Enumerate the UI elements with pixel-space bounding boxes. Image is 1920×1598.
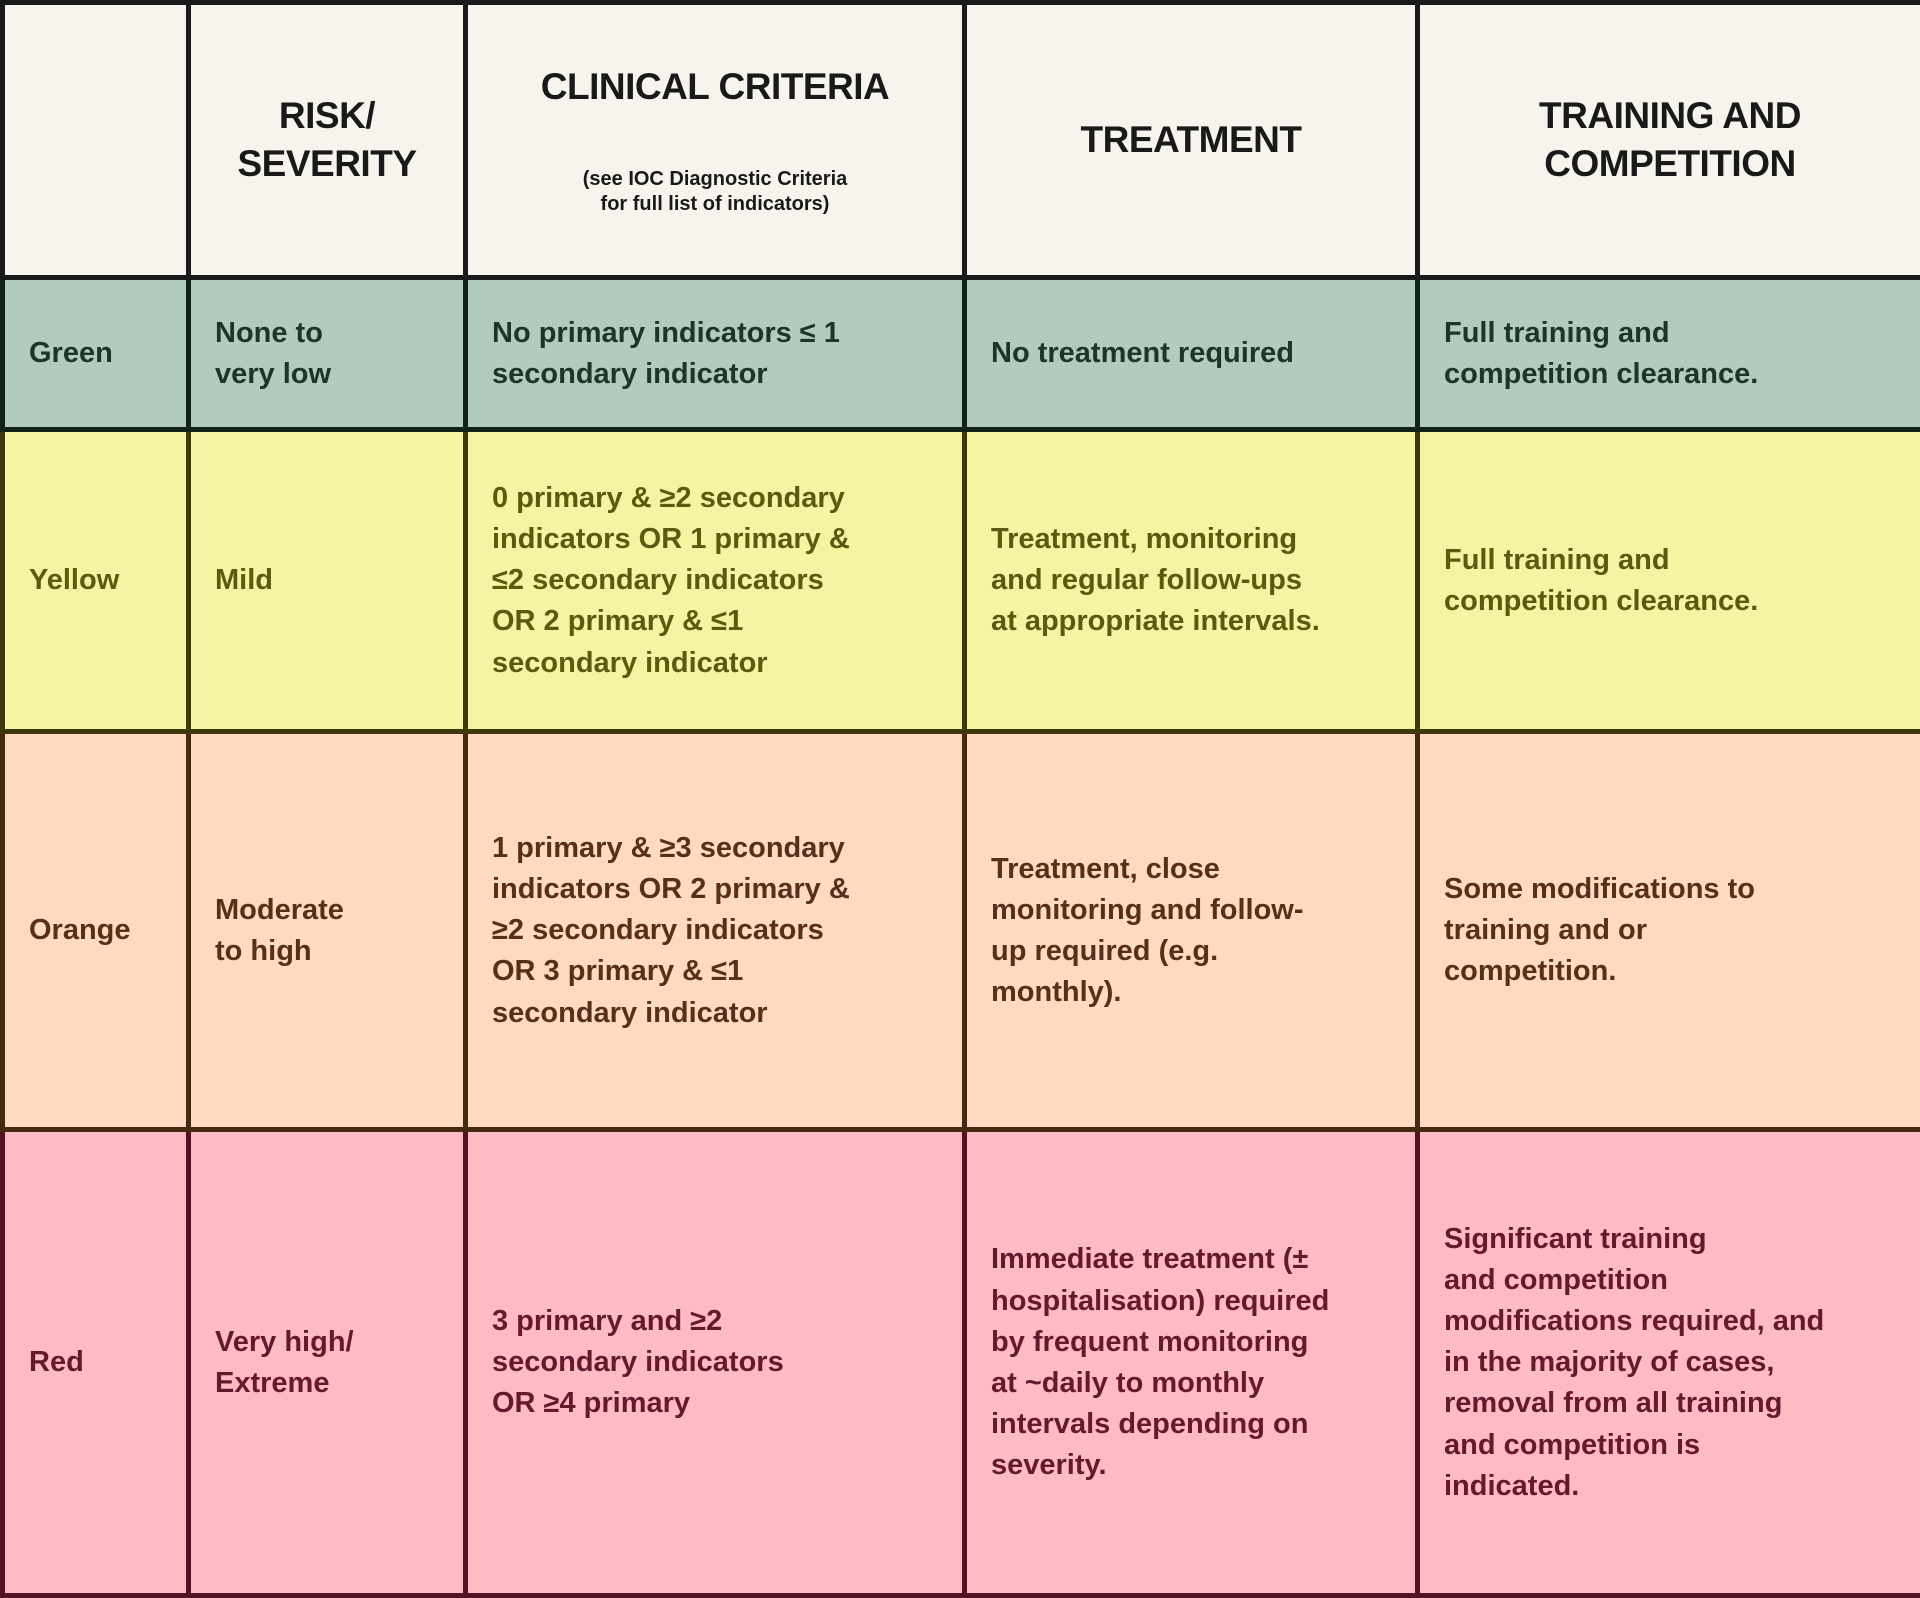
row-green-treatment: No treatment required — [965, 278, 1418, 430]
row-orange-training: Some modifications to training and or co… — [1418, 732, 1920, 1130]
row-yellow-criteria: 0 primary & ≥2 secondary indicators OR 1… — [466, 430, 965, 732]
header-treatment: TREATMENT — [965, 3, 1418, 278]
row-red-risk: Very high/ Extreme — [189, 1130, 466, 1596]
row-yellow-risk: Mild — [189, 430, 466, 732]
row-yellow: Yellow Mild 0 primary & ≥2 secondary ind… — [3, 430, 1920, 732]
row-green-criteria: No primary indicators ≤ 1 secondary indi… — [466, 278, 965, 430]
row-green-risk: None to very low — [189, 278, 466, 430]
row-yellow-level: Yellow — [3, 430, 189, 732]
row-orange-risk: Moderate to high — [189, 732, 466, 1130]
row-orange: Orange Moderate to high 1 primary & ≥3 s… — [3, 732, 1920, 1130]
row-green: Green None to very low No primary indica… — [3, 278, 1920, 430]
row-red-treatment: Immediate treatment (± hospitalisation) … — [965, 1130, 1418, 1596]
row-red-criteria: 3 primary and ≥2 secondary indicators OR… — [466, 1130, 965, 1596]
row-green-level: Green — [3, 278, 189, 430]
corner-cell — [3, 3, 189, 278]
row-orange-criteria: 1 primary & ≥3 secondary indicators OR 2… — [466, 732, 965, 1130]
row-orange-treatment: Treatment, close monitoring and follow- … — [965, 732, 1418, 1130]
row-yellow-treatment: Treatment, monitoring and regular follow… — [965, 430, 1418, 732]
row-red-training: Significant training and competition mod… — [1418, 1130, 1920, 1596]
header-training-competition: TRAINING AND COMPETITION — [1418, 3, 1920, 278]
header-clinical-criteria-title: CLINICAL CRITERIA — [482, 63, 948, 111]
header-clinical-criteria: CLINICAL CRITERIA (see IOC Diagnostic Cr… — [466, 3, 965, 278]
header-clinical-criteria-note: (see IOC Diagnostic Criteria for full li… — [482, 167, 948, 217]
row-yellow-training: Full training and competition clearance. — [1418, 430, 1920, 732]
row-orange-level: Orange — [3, 732, 189, 1130]
header-risk-severity: RISK/ SEVERITY — [189, 3, 466, 278]
row-green-training: Full training and competition clearance. — [1418, 278, 1920, 430]
row-red: Red Very high/ Extreme 3 primary and ≥2 … — [3, 1130, 1920, 1596]
row-red-level: Red — [3, 1130, 189, 1596]
header-row: RISK/ SEVERITY CLINICAL CRITERIA (see IO… — [3, 3, 1920, 278]
